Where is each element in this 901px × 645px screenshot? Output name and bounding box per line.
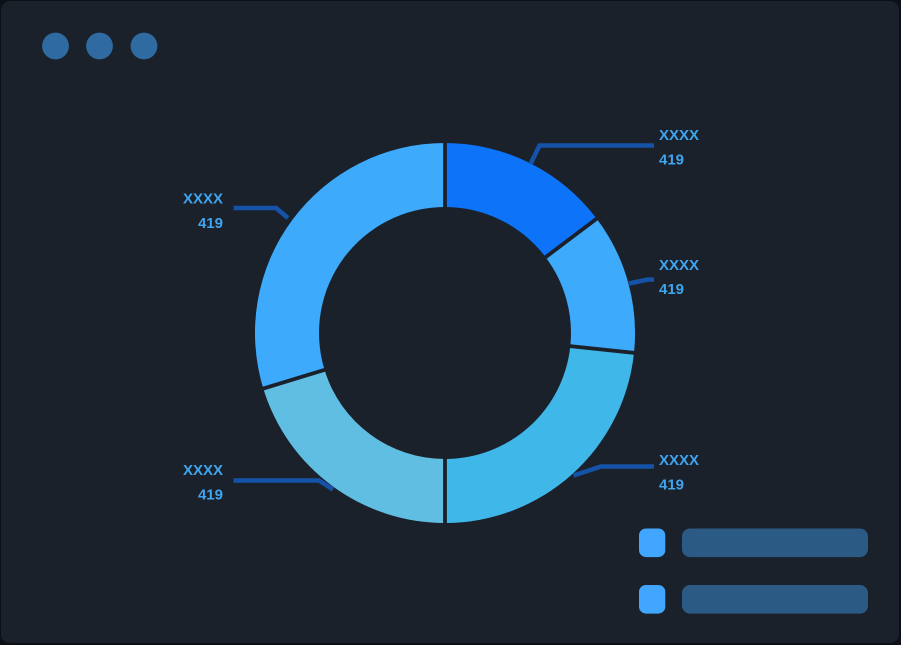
svg-text:419: 419	[198, 487, 223, 504]
svg-text:XXXX: XXXX	[659, 257, 699, 274]
svg-text:XXXX: XXXX	[183, 462, 223, 479]
svg-text:419: 419	[659, 152, 684, 169]
svg-text:XXXX: XXXX	[659, 452, 699, 469]
svg-text:419: 419	[659, 477, 684, 494]
svg-text:XXXX: XXXX	[659, 127, 699, 144]
svg-text:419: 419	[198, 215, 223, 232]
svg-text:XXXX: XXXX	[183, 191, 223, 208]
svg-text:419: 419	[659, 281, 684, 298]
